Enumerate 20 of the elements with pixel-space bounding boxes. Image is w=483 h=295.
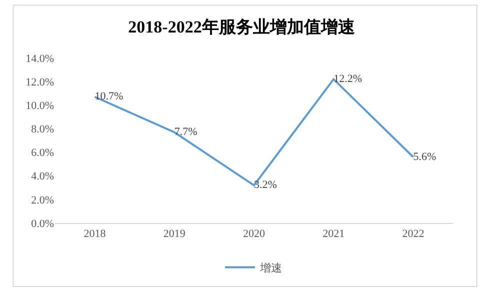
y-tick-label: 8.0%: [31, 124, 54, 136]
y-tick-label: 0.0%: [31, 218, 54, 230]
y-tick-label: 6.0%: [31, 147, 54, 160]
y-tick-label: 14.0%: [26, 52, 54, 65]
data-label: 12.2%: [334, 72, 362, 85]
data-label: 10.7%: [94, 90, 124, 103]
x-tick-label: 2020: [243, 228, 266, 240]
data-label: 3.2%: [254, 179, 277, 192]
y-tick-label: 10.0%: [26, 100, 54, 112]
y-tick-label: 4.0%: [31, 170, 54, 183]
data-label: 7.7%: [174, 126, 198, 138]
x-tick-label: 2018: [84, 228, 106, 240]
chart-title: 2018-2022年服务业增加值增速: [128, 18, 355, 37]
x-tick-label: 2019: [163, 228, 186, 240]
y-tick-label: 12.0%: [26, 76, 54, 88]
x-tick-label: 2022: [402, 228, 424, 240]
legend-label: 增速: [259, 261, 282, 274]
x-tick-label: 2021: [322, 228, 345, 240]
data-label: 5.6%: [413, 150, 436, 163]
y-tick-label: 2.0%: [31, 194, 54, 206]
